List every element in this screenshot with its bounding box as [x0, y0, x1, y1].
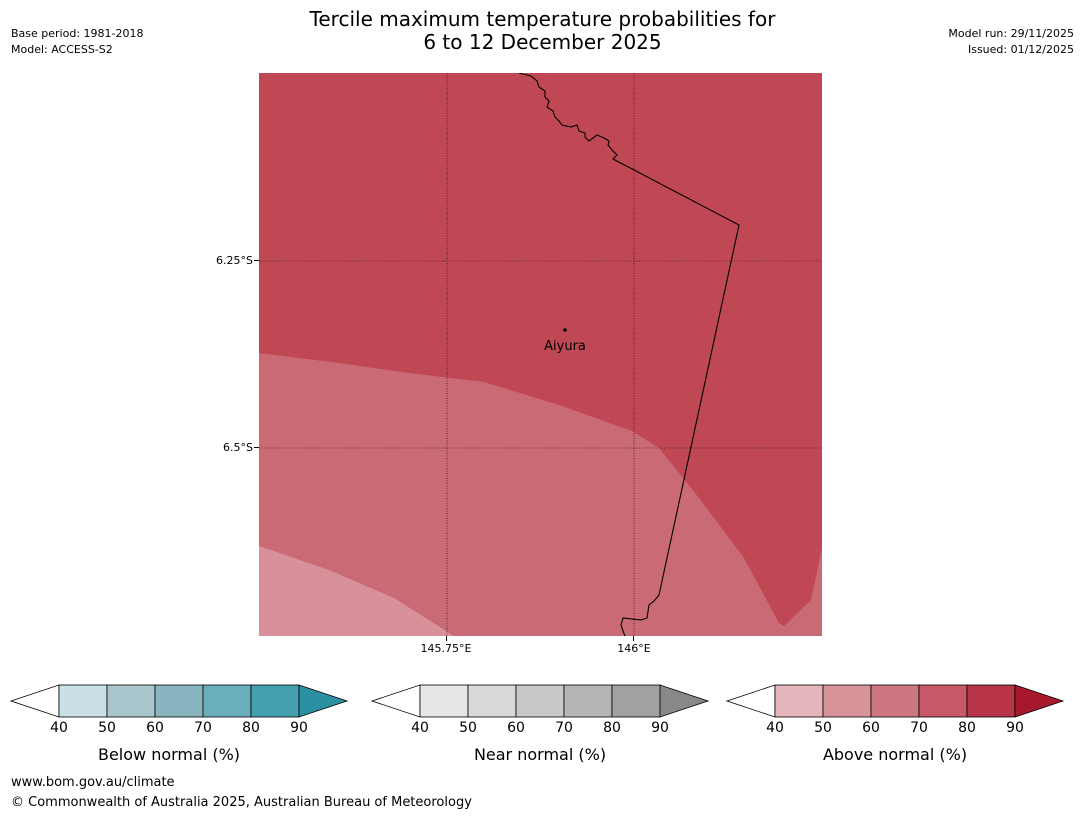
title-line-2: 6 to 12 December 2025	[423, 30, 662, 54]
colorbar-near-extend-high	[659, 684, 710, 718]
model-run: Model run: 29/11/2025	[948, 27, 1074, 40]
colorbar-above-extend-high	[1014, 684, 1065, 718]
colorbar-below-tick-80: 80	[242, 720, 260, 736]
lat-tick-2	[254, 447, 259, 448]
base-period: Base period: 1981-2018	[11, 27, 144, 40]
probability-map: Aiyura	[259, 73, 822, 636]
lon-tick-2	[633, 636, 634, 641]
lon-label-146: 146°E	[617, 642, 651, 655]
colorbar-above-title: Above normal (%)	[822, 745, 968, 764]
colorbar-near-bin-3	[515, 684, 565, 718]
colorbar-near-bin-4	[563, 684, 613, 718]
colorbar-above-bin-5	[966, 684, 1016, 718]
colorbar-above	[726, 684, 1065, 718]
map-title: Tercile maximum temperature probabilitie…	[0, 8, 1085, 54]
location-label: Aiyura	[544, 339, 586, 354]
colorbar-below-extend-low	[10, 684, 60, 718]
lat-label-6-5: 6.5°S	[223, 441, 253, 454]
colorbar-below-tick-40: 40	[50, 720, 68, 736]
colorbar-below-tick-90: 90	[290, 720, 308, 736]
model-name: Model: ACCESS-S2	[11, 43, 113, 56]
colorbar-near	[371, 684, 710, 718]
region-above-60	[259, 353, 822, 636]
meta-right: Model run: 29/11/2025 Issued: 01/12/2025	[948, 26, 1074, 58]
colorbar-above-tick-60: 60	[862, 720, 880, 736]
footer-url: www.bom.gov.au/climate	[11, 775, 175, 790]
colorbar-near-bin-5	[611, 684, 661, 718]
colorbar-below-tick-60: 60	[146, 720, 164, 736]
colorbar-near-tick-60: 60	[507, 720, 525, 736]
colorbar-above-bin-4	[918, 684, 968, 718]
colorbar-near-tick-80: 80	[603, 720, 621, 736]
colorbar-above-extend-low	[726, 684, 776, 718]
colorbar-below-extend-high	[298, 684, 349, 718]
colorbar-above-tick-40: 40	[766, 720, 784, 736]
colorbar-below	[10, 684, 349, 718]
colorbar-near-bin-2	[467, 684, 517, 718]
lat-label-6-25: 6.25°S	[216, 254, 253, 267]
colorbar-near-tick-50: 50	[459, 720, 477, 736]
colorbar-above-tick-80: 80	[958, 720, 976, 736]
colorbar-above-tick-70: 70	[910, 720, 928, 736]
colorbar-below-title: Below normal (%)	[97, 745, 241, 764]
issued-date: Issued: 01/12/2025	[967, 43, 1074, 56]
colorbar-near-extend-low	[371, 684, 421, 718]
colorbar-above-bin-1	[774, 684, 824, 718]
location-marker	[563, 328, 567, 332]
colorbar-near-tick-40: 40	[411, 720, 429, 736]
title-line-1: Tercile maximum temperature probabilitie…	[309, 7, 776, 31]
colorbar-below-tick-70: 70	[194, 720, 212, 736]
colorbar-below-bin-1	[58, 684, 108, 718]
colorbar-below-bin-4	[202, 684, 252, 718]
colorbar-above-bin-3	[870, 684, 920, 718]
region-above-50	[259, 546, 454, 636]
meta-left: Base period: 1981-2018 Model: ACCESS-S2	[11, 26, 143, 58]
colorbar-above-tick-90: 90	[1006, 720, 1024, 736]
border-line	[518, 73, 740, 636]
colorbar-near-tick-70: 70	[555, 720, 573, 736]
colorbar-near-tick-90: 90	[651, 720, 669, 736]
colorbar-below-tick-50: 50	[98, 720, 116, 736]
lon-tick-1	[446, 636, 447, 641]
lon-label-145-75: 145.75°E	[420, 642, 472, 655]
colorbar-near-title: Near normal (%)	[473, 745, 607, 764]
footer-copyright: © Commonwealth of Australia 2025, Austra…	[11, 795, 472, 810]
lat-tick-1	[254, 260, 259, 261]
colorbar-below-bin-3	[154, 684, 204, 718]
colorbar-above-bin-2	[822, 684, 872, 718]
colorbar-below-bin-5	[250, 684, 300, 718]
colorbar-near-bin-1	[419, 684, 469, 718]
colorbar-above-tick-50: 50	[814, 720, 832, 736]
colorbar-below-bin-2	[106, 684, 156, 718]
